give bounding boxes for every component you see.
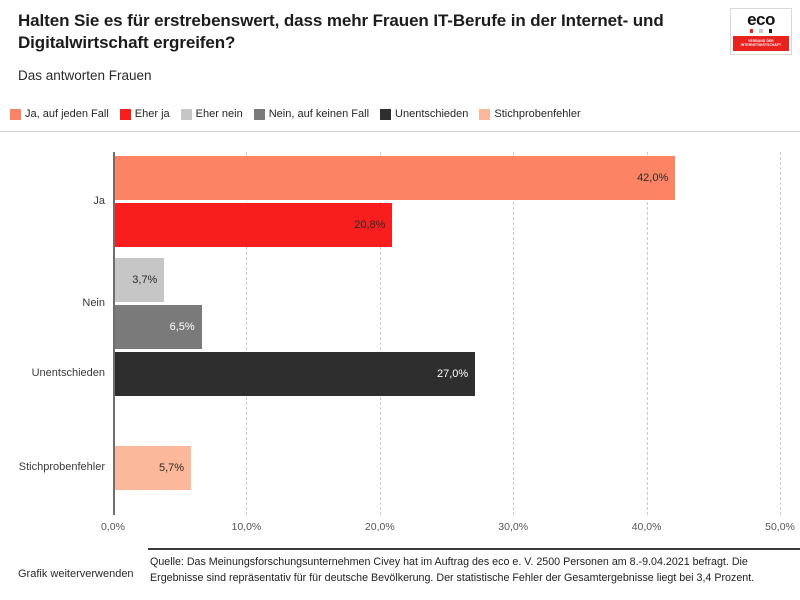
logo-tagline: VERBAND DER INTERNETWIRTSCHAFT xyxy=(733,35,789,52)
bar[interactable]: 20,8% xyxy=(115,203,393,247)
bar-value-label: 27,0% xyxy=(436,368,469,380)
eco-logo: eco VERBAND DER INTERNETWIRTSCHAFT xyxy=(730,8,792,55)
x-axis-tick-label: 20,0% xyxy=(364,521,395,533)
legend-label: Ja, auf jeden Fall xyxy=(25,108,109,120)
legend-item[interactable]: Eher nein xyxy=(180,108,243,120)
footer-divider xyxy=(148,548,800,550)
legend-swatch-icon xyxy=(119,108,131,120)
bar[interactable]: 3,7% xyxy=(115,258,165,302)
legend-swatch-icon xyxy=(479,108,491,120)
bar-value-label: 5,7% xyxy=(158,462,185,474)
legend-item[interactable]: Nein, auf keinen Fall xyxy=(253,108,370,120)
page-subtitle: Das antworten Frauen xyxy=(18,67,152,83)
legend-item[interactable]: Ja, auf jeden Fall xyxy=(10,108,109,120)
x-axis-tick-label: 0,0% xyxy=(101,521,125,533)
chart-legend: Ja, auf jeden Fall Eher ja Eher nein Nein, … xyxy=(10,108,581,120)
legend-divider xyxy=(0,131,800,132)
legend-swatch-icon xyxy=(180,108,192,120)
legend-swatch-icon xyxy=(380,108,392,120)
y-axis-category-label: Ja xyxy=(93,194,105,207)
gridline xyxy=(646,152,648,515)
legend-label: Unentschieden xyxy=(395,108,469,120)
legend-label: Nein, auf keinen Fall xyxy=(268,108,370,120)
bar[interactable]: 27,0% xyxy=(115,352,476,396)
bar[interactable]: 6,5% xyxy=(115,305,202,349)
bar-value-label: 20,8% xyxy=(354,219,386,231)
y-axis-category-label: Nein xyxy=(82,296,105,309)
y-axis-labels: Ja Nein Unentschieden Stichprobenfehler xyxy=(0,152,105,515)
gridline xyxy=(379,152,381,515)
bar-value-label: 3,7% xyxy=(132,274,158,286)
x-axis-tick-label: 40,0% xyxy=(631,521,662,533)
legend-swatch-icon xyxy=(10,108,21,120)
logo-dots xyxy=(749,29,773,33)
x-axis-tick-label: 50,0% xyxy=(765,521,795,533)
bar[interactable]: 5,7% xyxy=(115,446,192,490)
legend-item[interactable]: Stichprobenfehler xyxy=(479,108,581,120)
gridline xyxy=(780,152,781,515)
y-axis-category-label: Unentschieden xyxy=(31,367,105,379)
reuse-graphic-label[interactable]: Grafik weiterverwenden xyxy=(18,568,134,580)
legend-label: Eher ja xyxy=(134,108,170,120)
header: Halten Sie es für erstrebenswert, dass m… xyxy=(18,10,708,83)
gridline xyxy=(246,152,248,515)
y-axis-category-label: Stichprobenfehler xyxy=(18,461,105,473)
bar-value-label: 42,0% xyxy=(637,172,669,184)
legend-label: Eher nein xyxy=(195,108,243,120)
page-title: Halten Sie es für erstrebenswert, dass m… xyxy=(18,11,664,53)
y-axis-line xyxy=(113,152,115,515)
gridline xyxy=(513,152,515,515)
legend-item[interactable]: Unentschieden xyxy=(380,108,468,120)
bar-value-label: 6,5% xyxy=(169,321,195,333)
legend-item[interactable]: Eher ja xyxy=(119,108,170,120)
bar[interactable]: 42,0% xyxy=(115,156,676,200)
x-axis-tick-label: 30,0% xyxy=(498,521,529,533)
x-axis-tick-label: 10,0% xyxy=(231,521,262,533)
source-note: Quelle: Das Meinungsforschungsunternehme… xyxy=(150,556,755,585)
legend-swatch-icon xyxy=(253,108,265,120)
plot-area: 0,0% 10,0% 20,0% 30,0% 40,0% 50,0% 42,0% 20,8% 3… xyxy=(101,152,795,533)
legend-label: Stichprobenfehler xyxy=(494,108,581,120)
logo-wordmark: eco xyxy=(747,10,775,29)
